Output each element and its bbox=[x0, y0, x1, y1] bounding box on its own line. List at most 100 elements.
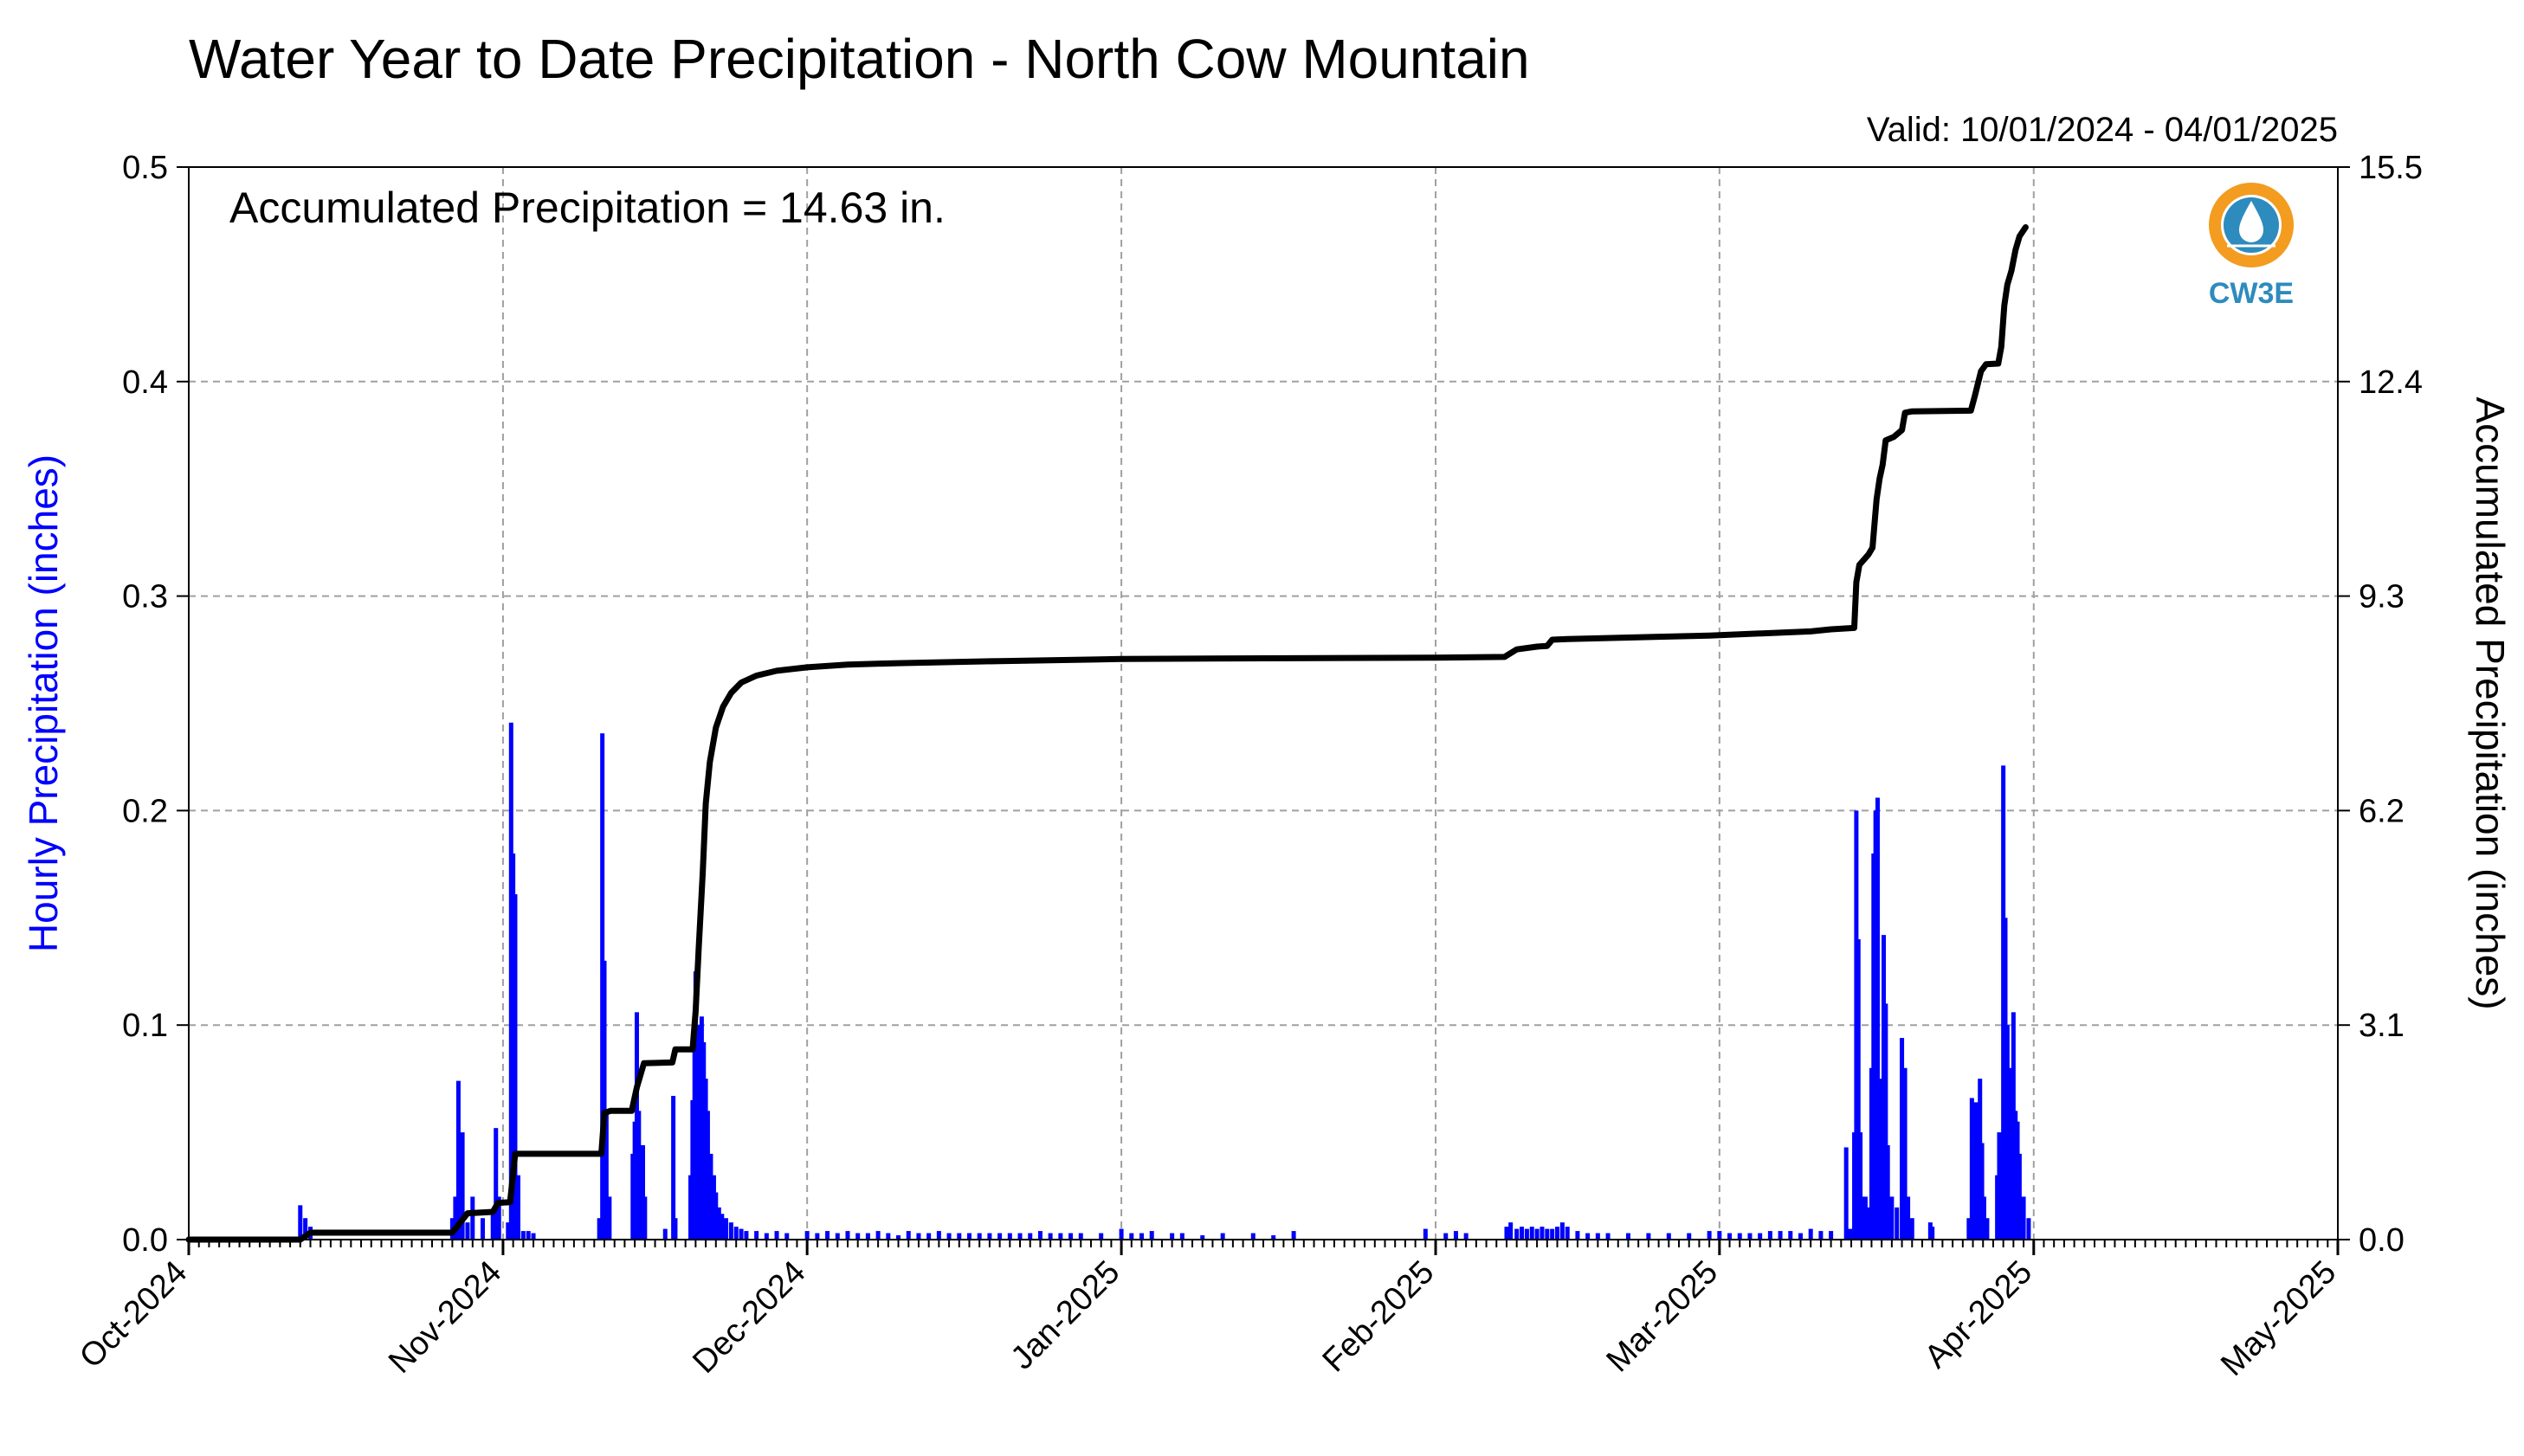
hourly-bar bbox=[1889, 1196, 1895, 1240]
grid bbox=[189, 167, 2338, 1240]
hourly-bar bbox=[1048, 1233, 1053, 1240]
hourly-bar bbox=[1200, 1235, 1205, 1240]
hourly-bar bbox=[490, 1214, 495, 1240]
hourly-bar bbox=[1883, 1003, 1888, 1240]
hourly-bar bbox=[1666, 1233, 1671, 1240]
hourly-bar bbox=[815, 1233, 820, 1240]
hourly-bar bbox=[460, 1132, 465, 1240]
cw3e-logo: CW3E bbox=[2209, 183, 2294, 310]
hourly-bar bbox=[1900, 1038, 1905, 1240]
hourly-bar bbox=[739, 1228, 744, 1240]
hourly-bar bbox=[2017, 1153, 2022, 1240]
chart-title: Water Year to Date Precipitation - North… bbox=[189, 28, 1530, 90]
hourly-bar bbox=[716, 1207, 721, 1240]
hourly-bar bbox=[764, 1233, 769, 1240]
hourly-bar bbox=[1687, 1233, 1692, 1240]
y-left-tick-label: 0.2 bbox=[122, 793, 168, 829]
hourly-bar bbox=[515, 1175, 520, 1240]
hourly-bar bbox=[1747, 1233, 1753, 1240]
hourly-bar bbox=[1534, 1228, 1540, 1240]
hourly-bar bbox=[2021, 1196, 2026, 1240]
valid-range: Valid: 10/01/2024 - 04/01/2025 bbox=[1867, 111, 2338, 149]
logo-text: CW3E bbox=[2209, 277, 2294, 310]
y-right-tick-label: 12.4 bbox=[2359, 364, 2423, 401]
hourly-bar bbox=[1170, 1233, 1175, 1240]
hourly-bar bbox=[303, 1218, 308, 1240]
hourly-bar bbox=[708, 1153, 713, 1240]
hourly-bar bbox=[1858, 1132, 1863, 1240]
y-right-tick-label: 0.0 bbox=[2359, 1222, 2405, 1259]
hourly-bar bbox=[906, 1231, 911, 1240]
hourly-bar bbox=[513, 894, 518, 1240]
y-left-tick-label: 0.5 bbox=[122, 150, 168, 186]
hourly-bar bbox=[1559, 1222, 1565, 1240]
hourly-bar bbox=[673, 1218, 678, 1240]
hourly-bar bbox=[640, 1144, 645, 1240]
hourly-bar bbox=[784, 1233, 790, 1240]
hourly-bar bbox=[1037, 1231, 1043, 1240]
hourly-bar bbox=[1758, 1233, 1763, 1240]
hourly-bar bbox=[1788, 1231, 1793, 1240]
hourly-bar bbox=[754, 1231, 759, 1240]
hourly-bar bbox=[531, 1233, 536, 1240]
hourly-bar bbox=[1717, 1231, 1722, 1240]
hourly-bar bbox=[1555, 1227, 1560, 1240]
hourly-bar bbox=[1129, 1233, 1134, 1240]
hourly-bar bbox=[465, 1222, 470, 1240]
hourly-bar bbox=[1575, 1231, 1580, 1240]
hourly-bar bbox=[1808, 1228, 1813, 1240]
hourly-bar bbox=[825, 1231, 830, 1240]
hourly-bar bbox=[455, 1080, 461, 1240]
hourly-bar bbox=[1565, 1227, 1570, 1240]
hourly-bar bbox=[642, 1196, 648, 1240]
hourly-bar bbox=[1798, 1233, 1803, 1240]
hourly-bar bbox=[713, 1192, 719, 1240]
hourly-bar bbox=[1818, 1231, 1824, 1240]
accumulated-line bbox=[185, 224, 2029, 1243]
hourly-bar bbox=[896, 1235, 901, 1240]
hourly-bar bbox=[1524, 1228, 1529, 1240]
hourly-bar bbox=[671, 1095, 676, 1240]
hourly-bar bbox=[1979, 1143, 1985, 1240]
hourly-bar bbox=[1906, 1196, 1911, 1240]
y-left-tick-label: 0.3 bbox=[122, 579, 168, 615]
hourly-bar bbox=[2026, 1218, 2031, 1240]
hourly-bar bbox=[1966, 1218, 1972, 1240]
hourly-bar bbox=[720, 1214, 725, 1240]
hourly-bar bbox=[966, 1233, 972, 1240]
hourly-bar bbox=[494, 1128, 499, 1240]
hourly-bar bbox=[298, 1205, 303, 1240]
hourly-bar bbox=[1007, 1233, 1012, 1240]
hourly-bar bbox=[1767, 1231, 1772, 1240]
hourly-bar bbox=[1453, 1231, 1458, 1240]
hourly-bar bbox=[604, 1111, 609, 1240]
hourly-bar bbox=[1017, 1233, 1023, 1240]
y-left-tick-label: 0.0 bbox=[122, 1222, 168, 1259]
hourly-bar bbox=[1514, 1228, 1520, 1240]
hourly-bar bbox=[1068, 1233, 1074, 1240]
hourly-bar bbox=[1463, 1233, 1469, 1240]
hourly-bar bbox=[526, 1231, 531, 1240]
y-left-tick-label: 0.4 bbox=[122, 364, 168, 401]
hourly-bar bbox=[997, 1233, 1003, 1240]
hourly-bar bbox=[1179, 1233, 1185, 1240]
droplet-icon bbox=[2239, 201, 2263, 242]
hourly-bar bbox=[1529, 1227, 1534, 1240]
hourly-bar bbox=[1443, 1233, 1449, 1240]
hourly-bar bbox=[855, 1233, 861, 1240]
hourly-bar bbox=[481, 1218, 486, 1240]
accumulated-line-layer bbox=[185, 224, 2029, 1243]
y-right-tick-label: 9.3 bbox=[2359, 579, 2405, 615]
hourly-bar bbox=[1829, 1231, 1834, 1240]
hourly-bar bbox=[1585, 1233, 1591, 1240]
hourly-bar bbox=[774, 1231, 779, 1240]
hourly-bar bbox=[1540, 1227, 1545, 1240]
hourly-bar bbox=[1902, 1067, 1908, 1240]
hourly-bar bbox=[602, 960, 607, 1240]
hourly-bar bbox=[1220, 1233, 1225, 1240]
hourly-bar bbox=[835, 1233, 840, 1240]
hourly-bar bbox=[1508, 1222, 1514, 1240]
hourly-bar bbox=[886, 1233, 891, 1240]
